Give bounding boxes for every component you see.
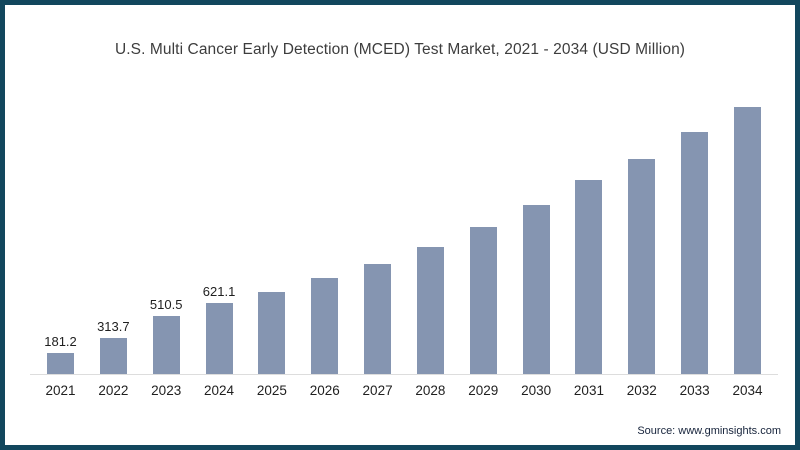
bar-column-2026 [311, 90, 339, 374]
bar [205, 303, 233, 374]
bar-data-label: 313.7 [97, 319, 130, 334]
x-tick-label: 2026 [309, 383, 340, 398]
source-attribution: Source: www.gminsights.com [637, 425, 781, 437]
x-tick-label: 2028 [415, 383, 446, 398]
bar [258, 292, 286, 374]
bar [522, 205, 550, 374]
bar [628, 159, 656, 374]
x-tick-label: 2023 [151, 383, 182, 398]
x-tick-label: 2027 [362, 383, 393, 398]
bar-series: 181.2 313.7 510.5 621.1 [44, 90, 761, 374]
bar [733, 107, 761, 374]
bar [364, 264, 392, 374]
x-tick-label: 2022 [98, 383, 129, 398]
x-tick-label: 2024 [204, 383, 235, 398]
bar [311, 278, 339, 374]
x-tick-label: 2033 [679, 383, 710, 398]
bar-column-2022: 313.7 [97, 90, 130, 374]
bar [575, 180, 603, 374]
bar-column-2021: 181.2 [44, 90, 77, 374]
x-tick-label: 2030 [521, 383, 552, 398]
x-tick-label: 2029 [468, 383, 499, 398]
bar-column-2030 [522, 90, 550, 374]
bar-column-2033 [681, 90, 709, 374]
chart-title: U.S. Multi Cancer Early Detection (MCED)… [114, 41, 686, 58]
bar-column-2023: 510.5 [149, 90, 183, 374]
bar-column-2029 [469, 90, 497, 374]
bar [681, 132, 709, 374]
bar [152, 316, 180, 374]
bar-column-2031 [575, 90, 603, 374]
x-tick-label: 2025 [256, 383, 287, 398]
bar [416, 247, 444, 374]
x-tick-label: 2034 [732, 383, 763, 398]
x-axis-tick-labels: 2021 2022 2023 2024 2025 2026 2027 2028 2029 2030… [45, 383, 763, 399]
bar [469, 227, 497, 374]
bar-column-2028 [416, 90, 444, 374]
bar [47, 353, 74, 374]
x-tick-label: 2021 [45, 383, 76, 398]
bar-column-2025 [258, 90, 286, 374]
bar-column-2034 [733, 90, 761, 374]
x-tick-label: 2031 [573, 383, 604, 398]
bar-data-label: 181.2 [44, 334, 77, 349]
bar-column-2032 [628, 90, 656, 374]
x-axis-baseline [30, 374, 778, 375]
bar-chart-plot-area: 181.2 313.7 510.5 621.1 [44, 90, 761, 374]
bar-column-2024: 621.1 [202, 90, 236, 374]
bar-data-label: 510.5 [149, 297, 183, 312]
x-tick-label: 2032 [626, 383, 657, 398]
bar [99, 338, 127, 374]
bar-data-label: 621.1 [202, 284, 236, 299]
bar-column-2027 [364, 90, 392, 374]
